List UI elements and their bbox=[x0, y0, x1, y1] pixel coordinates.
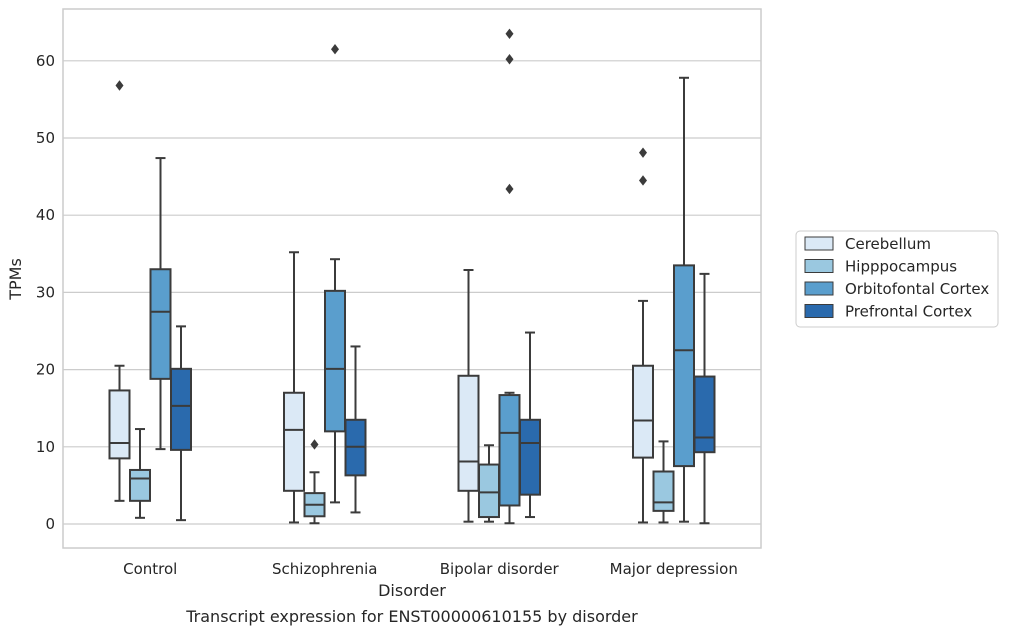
box-cerebellum bbox=[283, 251, 305, 524]
x-axis-label: Disorder bbox=[378, 581, 446, 600]
box-prefrontal-cortex bbox=[344, 345, 367, 514]
box-prefrontal-cortex bbox=[693, 272, 716, 525]
iqr-box bbox=[457, 374, 480, 492]
box-hipppocampus bbox=[129, 428, 151, 519]
box-prefrontal-cortex bbox=[519, 331, 541, 519]
legend-swatch bbox=[804, 259, 834, 273]
legend-swatch bbox=[804, 236, 834, 251]
iqr-box bbox=[652, 470, 675, 512]
box-cerebellum bbox=[457, 269, 480, 523]
iqr-box bbox=[673, 264, 695, 468]
legend-label: Prefrontal Cortex bbox=[845, 303, 972, 321]
x-tick-label: Control bbox=[123, 560, 177, 578]
box-orbitofontal-cortex bbox=[673, 76, 695, 523]
iqr-box bbox=[693, 375, 716, 454]
chart-title: Transcript expression for ENST0000061015… bbox=[185, 607, 638, 626]
box-hipppocampus bbox=[478, 444, 500, 523]
y-tick-label: 0 bbox=[45, 515, 55, 533]
iqr-box bbox=[170, 367, 192, 451]
box-plots bbox=[108, 28, 716, 525]
outlier-point bbox=[505, 54, 514, 65]
box-orbitofontal-cortex bbox=[149, 157, 172, 451]
y-tick-labels: 0 10 20 30 40 50 60 bbox=[36, 52, 55, 533]
y-tick-label: 50 bbox=[36, 129, 55, 147]
outlier-point bbox=[639, 175, 647, 186]
box-cerebellum bbox=[108, 80, 131, 502]
outlier-point bbox=[639, 147, 647, 158]
legend-label: Orbitofontal Cortex bbox=[845, 280, 989, 298]
outlier-point bbox=[505, 183, 514, 195]
iqr-box bbox=[519, 418, 541, 496]
box-prefrontal-cortex bbox=[170, 325, 192, 522]
y-tick-label: 60 bbox=[36, 52, 55, 70]
box-cerebellum bbox=[632, 147, 654, 524]
y-tick-label: 30 bbox=[36, 283, 55, 301]
plot-frame bbox=[62, 8, 762, 549]
y-axis-label: TPMs bbox=[6, 258, 25, 301]
iqr-box bbox=[129, 468, 151, 502]
iqr-box bbox=[324, 289, 346, 433]
x-tick-label: Schizophrenia bbox=[272, 560, 377, 578]
iqr-box bbox=[283, 391, 305, 492]
outlier-point bbox=[115, 80, 124, 91]
y-tick-label: 20 bbox=[36, 361, 55, 379]
box-orbitofontal-cortex bbox=[498, 28, 521, 525]
y-tick-label: 40 bbox=[36, 206, 55, 224]
x-tick-label: Major depression bbox=[610, 560, 738, 578]
legend-frame bbox=[795, 230, 999, 328]
iqr-box bbox=[478, 463, 500, 519]
iqr-box bbox=[498, 394, 521, 507]
outlier-point bbox=[505, 28, 514, 39]
legend-swatch bbox=[804, 304, 834, 318]
iqr-box bbox=[108, 389, 131, 460]
box-orbitofontal-cortex bbox=[324, 44, 346, 504]
iqr-box bbox=[632, 364, 654, 459]
outlier-point bbox=[310, 439, 319, 450]
box-hipppocampus bbox=[652, 440, 675, 524]
legend: Cerebellum Hipppocampus Orbitofontal Corte… bbox=[795, 230, 999, 328]
x-tick-label: Bipolar disorder bbox=[440, 560, 560, 578]
legend-label: Hipppocampus bbox=[845, 258, 957, 276]
x-tick-labels: Control Schizophrenia Bipolar disorder Majo… bbox=[123, 560, 738, 578]
outlier-point bbox=[331, 44, 339, 55]
y-tick-label: 10 bbox=[36, 438, 55, 456]
legend-label: Cerebellum bbox=[845, 235, 931, 253]
iqr-box bbox=[149, 268, 172, 380]
legend-swatch bbox=[804, 281, 834, 296]
box-hipppocampus bbox=[303, 439, 326, 525]
